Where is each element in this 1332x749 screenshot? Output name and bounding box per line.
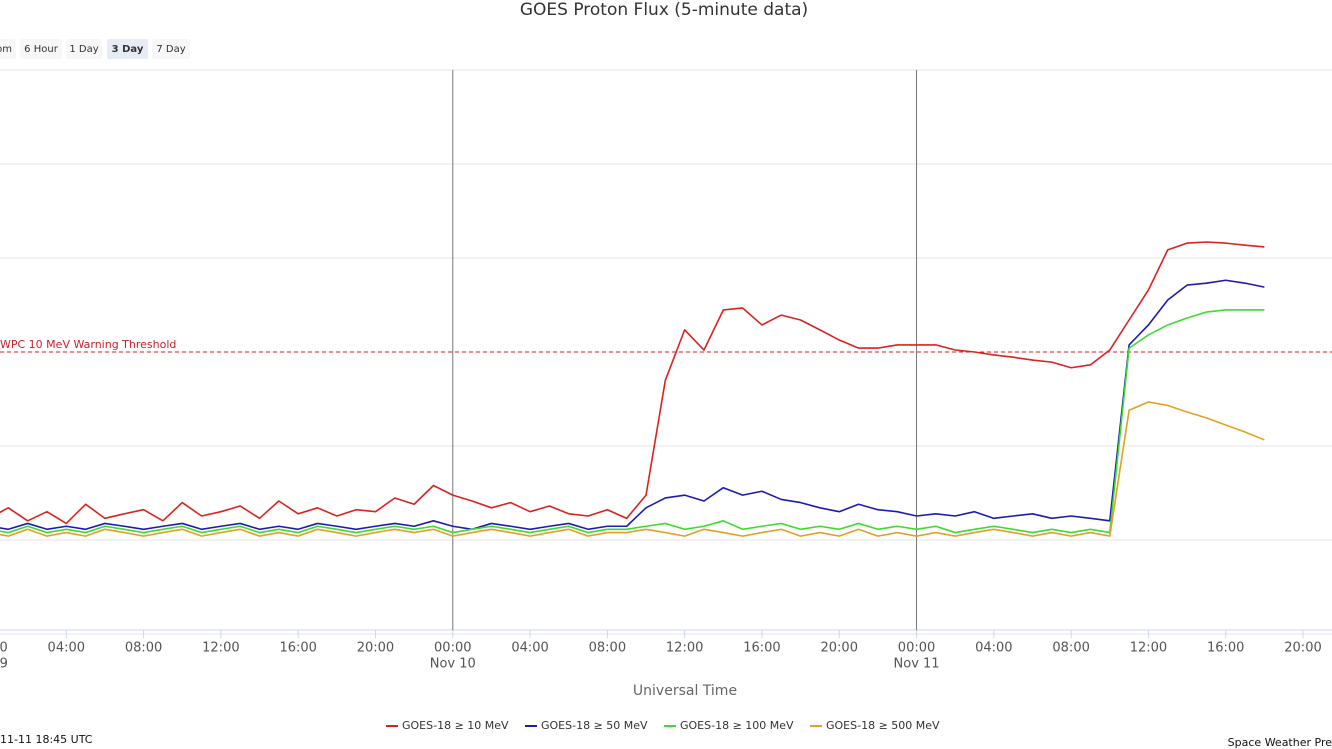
x-tick-label: 00:00 bbox=[434, 641, 471, 656]
x-tick-label: 16:00 bbox=[1207, 641, 1244, 656]
x-tick-label: 00:00 bbox=[0, 641, 8, 656]
range-button[interactable] bbox=[66, 39, 102, 59]
series-line bbox=[0, 241, 1265, 525]
x-tick-label: 16:00 bbox=[743, 641, 780, 656]
x-tick-label: 12:00 bbox=[202, 641, 239, 656]
series-line bbox=[0, 309, 1265, 534]
legend-label[interactable]: GOES-18 ≥ 10 MeV bbox=[402, 719, 509, 732]
x-day-label: Nov 10 bbox=[430, 657, 476, 672]
range-button[interactable] bbox=[107, 39, 148, 59]
x-tick-label: 20:00 bbox=[1284, 641, 1321, 656]
legend-label[interactable]: GOES-18 ≥ 50 MeV bbox=[541, 719, 648, 732]
timestamp: 11-11 18:45 UTC bbox=[0, 733, 93, 746]
x-tick-label: 08:00 bbox=[589, 641, 626, 656]
x-tick-label: 04:00 bbox=[48, 641, 85, 656]
range-button-label[interactable]: 6 Hour bbox=[24, 44, 59, 55]
x-day-label: Nov 9 bbox=[0, 657, 8, 672]
x-tick-label: 12:00 bbox=[1130, 641, 1167, 656]
range-button[interactable] bbox=[0, 39, 16, 59]
chart-title: GOES Proton Flux (5-minute data) bbox=[520, 0, 808, 20]
series-line bbox=[0, 401, 1265, 537]
range-button-label[interactable]: om bbox=[0, 44, 12, 55]
legend-label[interactable]: GOES-18 ≥ 100 MeV bbox=[680, 719, 794, 732]
x-tick-label: 08:00 bbox=[125, 641, 162, 656]
threshold-label: WPC 10 MeV Warning Threshold bbox=[0, 338, 176, 351]
series-line bbox=[0, 279, 1265, 531]
x-tick-label: 20:00 bbox=[357, 641, 394, 656]
x-day-label: Nov 11 bbox=[894, 657, 940, 672]
range-button[interactable] bbox=[20, 39, 62, 59]
x-tick-label: 16:00 bbox=[279, 641, 316, 656]
legend-label[interactable]: GOES-18 ≥ 500 MeV bbox=[826, 719, 940, 732]
range-button-label[interactable]: 7 Day bbox=[156, 44, 185, 55]
x-tick-label: 04:00 bbox=[511, 641, 548, 656]
x-tick-label: 20:00 bbox=[821, 641, 858, 656]
range-button-label[interactable]: 1 Day bbox=[69, 44, 98, 55]
x-tick-label: 08:00 bbox=[1052, 641, 1089, 656]
range-button-label[interactable]: 3 Day bbox=[112, 44, 144, 55]
x-tick-label: 12:00 bbox=[666, 641, 703, 656]
credit: Space Weather Pre bbox=[1228, 736, 1332, 749]
range-button[interactable] bbox=[152, 39, 190, 59]
x-tick-label: 04:00 bbox=[975, 641, 1012, 656]
x-tick-label: 00:00 bbox=[898, 641, 935, 656]
x-axis-title: Universal Time bbox=[633, 683, 737, 699]
